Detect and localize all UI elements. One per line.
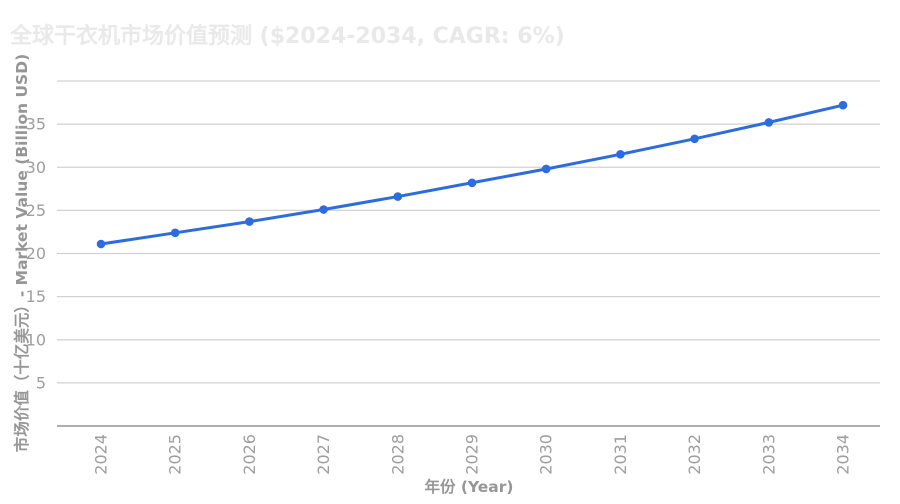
y-tick-label: 30 [26,158,46,177]
x-tick-label: 2027 [314,434,333,475]
data-point [393,192,403,201]
data-point [319,205,328,214]
y-tick-label: 25 [26,201,46,220]
x-axis-title: 年份 (Year) [425,477,514,496]
data-point [467,178,477,188]
x-tick-label: 2031 [611,434,630,475]
data-point [690,134,699,144]
series-layer [96,100,848,249]
data-point [96,239,106,249]
y-tick-label: 5 [36,373,46,392]
y-tick-label: 35 [26,115,46,134]
x-tick-label: 2032 [685,434,704,475]
x-tick-label: 2033 [759,434,778,475]
x-tick-label: 2024 [92,434,111,475]
y-tick-label: 10 [26,330,46,349]
series-line [99,103,845,246]
y-axis-title: 市场价值（十亿美元）- Market Value (Billion USD) [12,54,31,452]
gridlines [57,80,880,427]
data-point [838,100,848,110]
y-tick-label: 20 [26,244,46,263]
x-tick-label: 2029 [463,434,482,475]
y-axis-tick-labels: 5 10 15 20 25 30 35 [26,115,46,393]
x-tick-label: 2026 [240,434,259,475]
data-point [616,150,625,159]
x-tick-label: 2028 [388,434,407,475]
data-point [245,217,254,226]
x-tick-label: 2034 [834,434,853,475]
x-tick-label: 2030 [537,434,556,475]
y-tick-label: 15 [26,287,46,306]
x-tick-label: 2025 [166,434,185,475]
data-point [170,228,180,238]
data-point [541,164,551,174]
chart-title: 全球干衣机市场价值预测 ($2024-2034, CAGR: 6%) [10,24,565,49]
data-point [764,118,774,127]
x-axis-tick-labels: 2024 2025 2026 2027 2028 2029 2030 2031 2032 2033… [92,434,853,475]
